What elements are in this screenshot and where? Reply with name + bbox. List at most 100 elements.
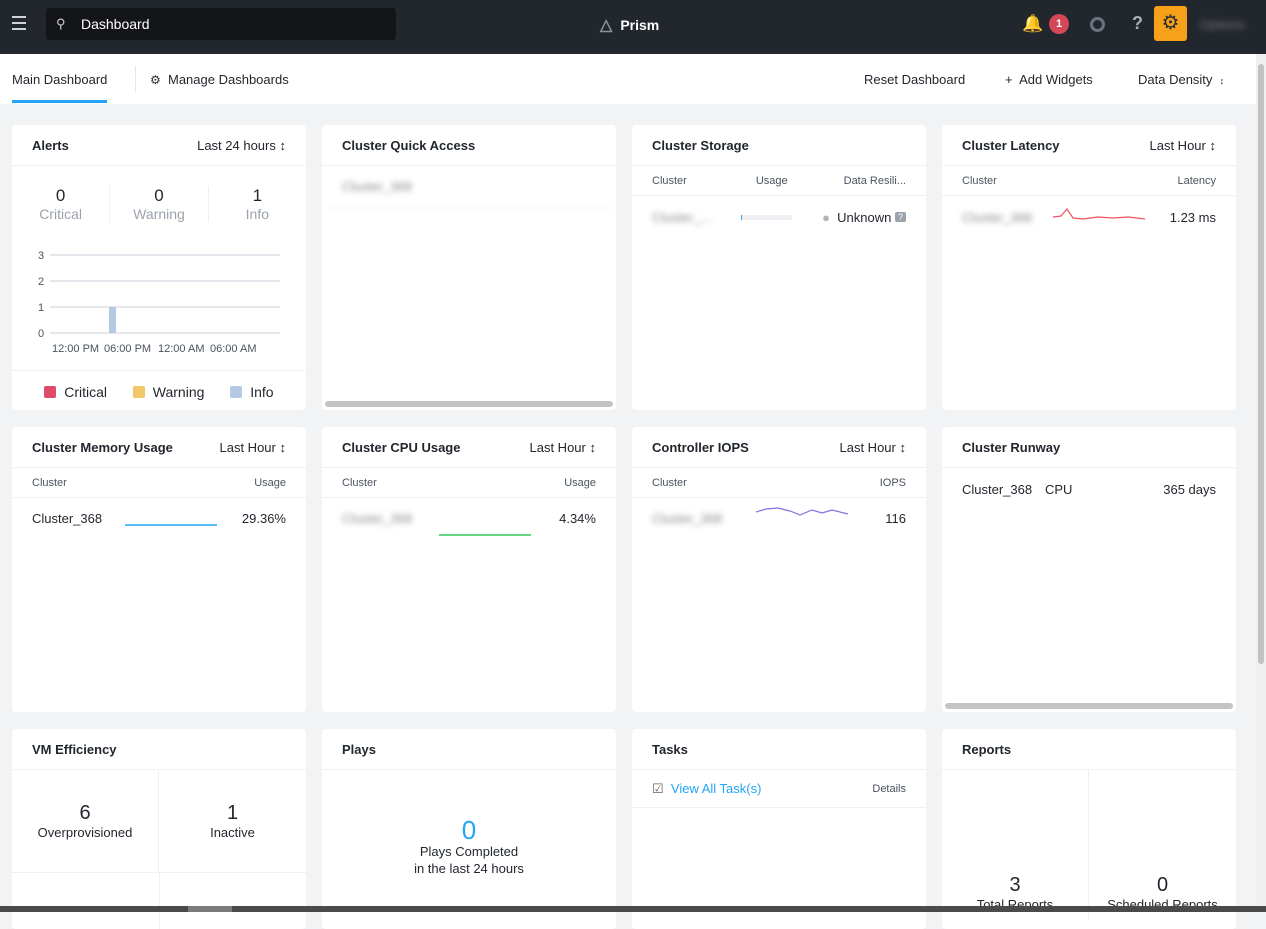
column-header: Cluster — [962, 174, 997, 187]
range-select[interactable]: Last 24 hours ↕ — [197, 137, 286, 153]
tab-manage-dashboards[interactable]: ⚙ Manage Dashboards — [150, 72, 289, 87]
runway-row: Cluster_368 CPU 365 days — [942, 468, 1236, 497]
column-header: Usage — [564, 476, 596, 489]
cluster-memory-widget: Cluster Memory Usage Last Hour ↕ Cluster U… — [12, 427, 306, 712]
view-all-tasks-link[interactable]: ☑ View All Task(s) — [652, 780, 762, 796]
plays-widget: Plays 0 Plays Completed in the last 24 h… — [322, 729, 616, 929]
y-tick: 3 — [38, 250, 44, 262]
horizontal-scrollbar[interactable] — [0, 906, 1266, 912]
scheduled-reports-stat[interactable]: 0 Scheduled Reports — [1107, 874, 1218, 912]
data-density-select[interactable]: Data Density ↕ — [1138, 72, 1224, 87]
table-row: Cluster_368 1.23 ms — [942, 196, 1236, 238]
cluster-name[interactable]: Cluster_368 — [32, 510, 103, 526]
alerts-legend: Critical Warning Info — [12, 370, 306, 400]
plays-label: Plays Completed — [419, 844, 519, 859]
y-tick: 1 — [38, 302, 44, 314]
legend-critical[interactable]: Critical — [44, 384, 107, 400]
total-reports-stat[interactable]: 3 Total Reports — [942, 770, 1089, 920]
help-icon[interactable]: ? — [894, 212, 906, 222]
widget-title: Cluster Runway — [962, 439, 1061, 455]
tasks-widget: Tasks ☑ View All Task(s) Details — [632, 729, 926, 929]
column-header: Cluster — [32, 476, 67, 489]
y-tick: 0 — [38, 328, 44, 340]
search-value: Dashboard — [81, 16, 150, 32]
hamburger-menu-icon[interactable] — [12, 16, 26, 30]
cluster-runway-widget: Cluster Runway Cluster_368 CPU 365 days — [942, 427, 1236, 712]
column-header: Cluster — [342, 476, 377, 489]
reset-dashboard-button[interactable]: Reset Dashboard — [864, 72, 966, 87]
overprovisioned-stat[interactable]: 6 Overprovisioned — [12, 770, 159, 872]
status-circle-icon[interactable] — [1090, 17, 1105, 32]
help-icon[interactable]: ? — [1132, 13, 1143, 33]
memory-sparkline — [125, 524, 217, 526]
search-icon: ⚲ — [56, 16, 66, 31]
settings-gear-icon[interactable]: ⚙ — [1154, 6, 1187, 41]
reports-widget: Reports 3 Total Reports 0 Scheduled Report… — [942, 729, 1236, 929]
widget-title: Reports — [962, 741, 1012, 757]
user-menu[interactable]: Options — [1200, 17, 1245, 32]
horizontal-scrollbar[interactable] — [325, 401, 613, 407]
alerts-chart: 3 2 1 0 12:00 PM 06:00 PM 12:00 AM 06:00… — [38, 250, 280, 355]
cluster-name[interactable]: Cluster_368 — [962, 482, 1033, 497]
cluster-storage-widget: Cluster Storage Cluster Usage Data Resili.… — [632, 125, 926, 410]
widget-title: Cluster Latency — [962, 137, 1060, 153]
alert-count-badge[interactable]: 1 — [1049, 14, 1069, 34]
widget-title: Cluster CPU Usage — [342, 439, 461, 455]
vm-efficiency-widget: VM Efficiency 6 Overprovisioned 1 Inactive — [12, 729, 306, 929]
add-label: Add Widgets — [1019, 72, 1093, 87]
x-tick: 12:00 PM — [52, 343, 99, 355]
details-link[interactable]: Details — [872, 782, 906, 795]
density-label: Data Density — [1138, 72, 1213, 87]
widget-title: Cluster Memory Usage — [32, 439, 173, 455]
latency-sparkline — [1053, 208, 1146, 220]
plays-count[interactable]: 0 — [461, 815, 477, 845]
legend-warning[interactable]: Warning — [133, 384, 204, 400]
prism-logo-icon: △ — [600, 17, 613, 34]
widget-title: Controller IOPS — [652, 439, 749, 455]
cluster-name[interactable]: Cluster_... — [652, 209, 712, 225]
gear-icon: ⚙ — [150, 73, 161, 87]
horizontal-scrollbar[interactable] — [945, 703, 1233, 709]
cluster-name[interactable]: Cluster_368 — [962, 209, 1033, 225]
cluster-cpu-widget: Cluster CPU Usage Last Hour ↕ Cluster Usag… — [322, 427, 616, 712]
dashboard-nav: Main Dashboard ⚙ Manage Dashboards Reset… — [0, 54, 1256, 104]
info-count: 1 Info — [245, 186, 269, 222]
runway-value: 365 days — [1163, 482, 1216, 497]
top-bar: ⚲ Dashboard △ Prism 🔔 1 ? ⚙ Options — [0, 0, 1266, 54]
plus-icon: + — [1005, 72, 1013, 87]
column-header: Usage — [254, 476, 286, 489]
tab-main-dashboard[interactable]: Main Dashboard — [12, 72, 108, 103]
widget-title: Alerts — [32, 137, 69, 153]
table-row: Cluster_... ● Unknown ? — [632, 196, 926, 238]
usage-bar — [741, 214, 793, 220]
cluster-name[interactable]: Cluster_368 — [652, 510, 723, 526]
range-select[interactable]: Last Hour ↕ — [529, 439, 597, 455]
column-header: Cluster — [652, 476, 687, 489]
clipboard-check-icon: ☑ — [652, 780, 664, 796]
range-select[interactable]: Last Hour ↕ — [839, 439, 907, 455]
cluster-link[interactable]: Cluster_368 — [322, 166, 616, 208]
widget-title: Tasks — [652, 741, 688, 757]
brand: △ Prism — [600, 15, 659, 35]
sort-icon: ↕ — [1219, 76, 1225, 86]
warning-count: 0 Warning — [110, 186, 209, 222]
legend-info[interactable]: Info — [230, 384, 274, 400]
inactive-stat[interactable]: 1 Inactive — [210, 802, 255, 840]
info-bar — [109, 307, 116, 333]
vertical-scrollbar[interactable] — [1256, 54, 1266, 906]
divider — [135, 66, 136, 92]
x-tick: 12:00 AM — [158, 343, 204, 355]
cluster-name[interactable]: Cluster_368 — [342, 510, 413, 526]
bell-icon[interactable]: 🔔 — [1022, 14, 1044, 33]
search-input[interactable]: ⚲ Dashboard — [46, 8, 396, 40]
table-row: Cluster_368 116 — [632, 498, 926, 538]
widget-title: Plays — [342, 741, 376, 757]
column-header: Usage — [755, 174, 788, 187]
column-header: IOPS — [879, 476, 906, 489]
x-tick: 06:00 AM — [210, 343, 256, 355]
table-row: Cluster_368 29.36% — [12, 498, 306, 538]
range-select[interactable]: Last Hour ↕ — [219, 439, 287, 455]
range-select[interactable]: Last Hour ↕ — [1149, 137, 1217, 153]
resilience-status: Unknown — [837, 209, 892, 225]
add-widgets-button[interactable]: + Add Widgets — [1005, 72, 1093, 87]
